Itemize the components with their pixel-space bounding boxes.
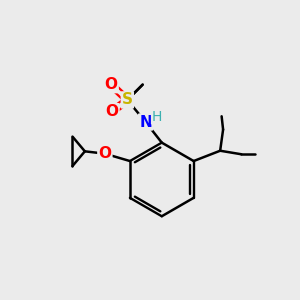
Text: S: S xyxy=(122,92,133,107)
Text: O: O xyxy=(98,146,111,161)
Text: N: N xyxy=(139,115,152,130)
Text: O: O xyxy=(106,104,118,119)
Text: O: O xyxy=(105,77,118,92)
Text: H: H xyxy=(152,110,162,124)
